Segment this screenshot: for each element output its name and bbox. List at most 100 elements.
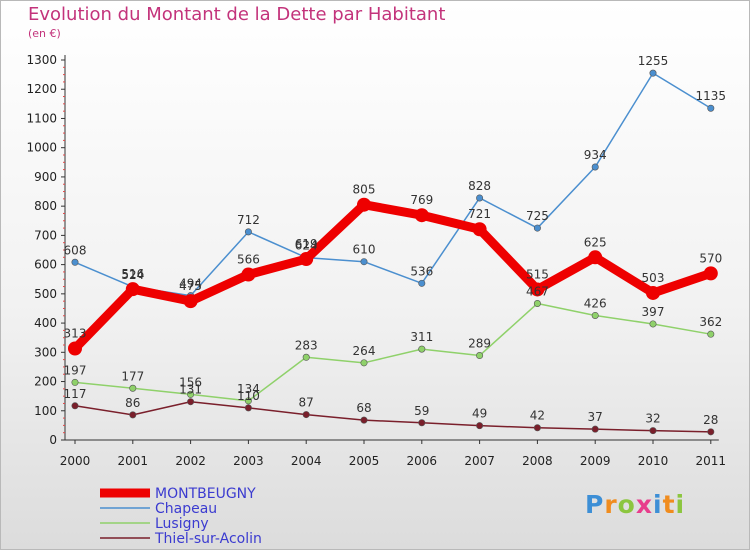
data-point [476, 422, 484, 430]
data-point [472, 222, 487, 237]
data-label: 624 [295, 239, 318, 253]
data-labels: 117 86 131 110 87 68 59 49 42 37 32 28 197 177 156 134 2… [64, 54, 727, 427]
data-point [649, 427, 657, 435]
data-point [533, 424, 541, 432]
data-point [703, 266, 718, 281]
data-label: 494 [179, 277, 202, 291]
data-point [129, 384, 137, 392]
data-label: 515 [526, 267, 549, 281]
x-tick-label: 2009 [580, 454, 611, 468]
data-label: 570 [699, 251, 722, 265]
data-label: 32 [645, 412, 660, 426]
y-tick-label: 1100 [26, 111, 57, 125]
data-point [183, 294, 198, 309]
y-tick-label: 1300 [26, 53, 57, 67]
data-label: 59 [414, 404, 429, 418]
x-tick-label: 2011 [696, 454, 727, 468]
y-tick-label: 400 [34, 316, 57, 330]
data-label: 934 [584, 148, 607, 162]
data-label: 131 [179, 383, 202, 397]
axes: 0 100 200 300 400 500 600 700 800 900 1000 1100 1200… [26, 53, 726, 468]
data-point [302, 411, 310, 419]
logo-letter: r [604, 490, 618, 519]
data-label: 362 [699, 315, 722, 329]
data-label: 1255 [638, 54, 669, 68]
data-point [649, 69, 657, 77]
data-label: 475 [179, 279, 202, 293]
data-point [591, 311, 599, 319]
data-label: 110 [237, 389, 260, 403]
data-label: 608 [64, 243, 87, 257]
x-tick-label: 2002 [175, 454, 206, 468]
data-point [591, 425, 599, 433]
legend-label: Lusigny [155, 516, 209, 532]
data-label: 156 [179, 375, 202, 389]
x-tick-label: 2006 [407, 454, 438, 468]
logo-letter: o [617, 490, 636, 519]
data-point [244, 228, 252, 236]
data-label: 805 [353, 183, 376, 197]
legend-label: MONTBEUGNY [155, 486, 256, 502]
data-label: 42 [530, 409, 545, 423]
data-label: 712 [237, 213, 260, 227]
y-tick-label: 500 [34, 287, 57, 301]
data-point [71, 378, 79, 386]
data-point [646, 285, 660, 300]
data-point [649, 320, 657, 328]
data-point [244, 404, 252, 412]
y-tick-label: 1000 [26, 141, 57, 155]
data-point [129, 411, 137, 419]
data-point [187, 390, 195, 398]
data-label: 397 [642, 305, 665, 319]
data-label: 37 [588, 410, 603, 424]
data-label: 516 [121, 267, 144, 281]
chart-title: Evolution du Montant de la Dette par Hab… [28, 4, 446, 25]
logo-letter: x [635, 490, 653, 519]
y-tick-label: 300 [34, 345, 57, 359]
x-tick-label: 2005 [349, 454, 380, 468]
data-label: 283 [295, 338, 318, 352]
y-tick-label: 1200 [26, 82, 57, 96]
data-label: 197 [64, 363, 87, 377]
data-label: 49 [472, 407, 487, 421]
x-tick-label: 2000 [60, 454, 91, 468]
data-point [418, 345, 426, 353]
data-label: 721 [468, 207, 491, 221]
data-label: 503 [642, 271, 665, 285]
data-label: 28 [703, 413, 718, 427]
data-point [476, 352, 484, 360]
data-point [357, 197, 371, 212]
data-point [187, 398, 195, 406]
logo-letter: i [675, 490, 686, 519]
data-point [360, 359, 368, 367]
data-point [360, 258, 368, 266]
proxiti-logo: Proxiti [585, 490, 685, 519]
data-point [71, 258, 79, 266]
x-tick-label: 2010 [638, 454, 669, 468]
data-label: 467 [526, 284, 549, 298]
data-point [299, 252, 314, 267]
data-point [533, 224, 541, 232]
data-label: 610 [353, 243, 376, 257]
data-point [476, 194, 484, 202]
data-point [244, 397, 252, 405]
data-point [418, 419, 426, 427]
data-label: 426 [584, 296, 607, 310]
legend-label: Chapeau [155, 501, 217, 517]
series-layer [68, 69, 718, 436]
x-tick-label: 2004 [291, 454, 322, 468]
data-label: 87 [299, 396, 314, 410]
chart-unit: (en €) [28, 27, 61, 40]
data-label: 264 [353, 344, 376, 358]
logo-letter: i [653, 490, 663, 519]
x-tick-label: 2007 [464, 454, 495, 468]
data-label: 524 [121, 268, 144, 282]
data-label: 625 [584, 235, 607, 249]
series-line-lusigny [74, 302, 712, 402]
data-point [530, 282, 545, 297]
data-point [707, 428, 715, 436]
data-label: 619 [295, 237, 318, 251]
data-point [302, 353, 310, 361]
data-point [68, 341, 82, 356]
